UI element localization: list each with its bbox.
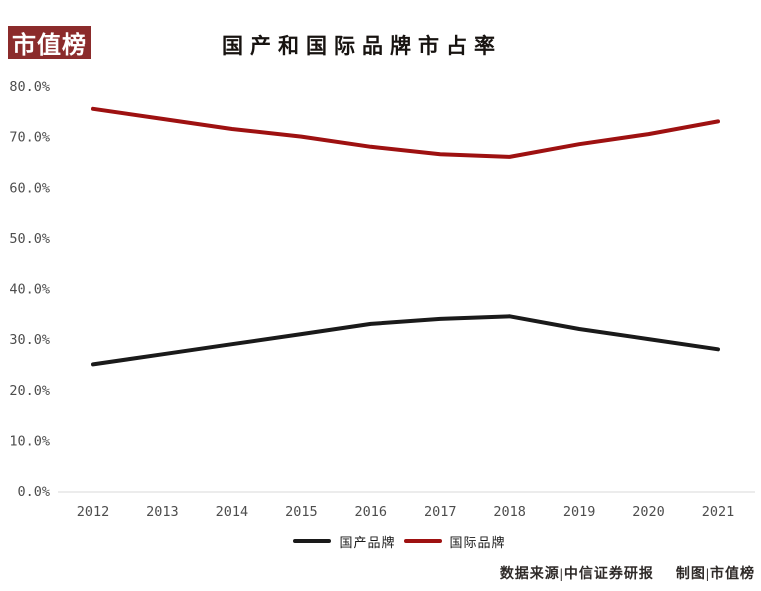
chart-legend: 国产品牌 国际品牌	[0, 531, 761, 551]
data-source-text: 数据来源|中信证券研报	[499, 567, 654, 582]
y-axis-tick-label: 30.0%	[9, 332, 50, 348]
line-chart-canvas: 0.0% 10.0% 20.0% 30.0% 40.0% 50.0% 60.0% 70.0% 8…	[9, 79, 755, 520]
y-axis-tick-label: 50.0%	[9, 231, 50, 247]
y-axis-tick-label: 80.0%	[9, 79, 50, 95]
chart-title: 国产和国际品牌市占率	[222, 34, 502, 58]
x-axis-tick-label: 2015	[285, 504, 318, 520]
x-axis-tick-label: 2018	[493, 504, 526, 520]
x-axis-tick-label: 2013	[146, 504, 179, 520]
domestic-line-swatch	[293, 539, 332, 543]
international-line-swatch	[403, 539, 442, 543]
x-axis-tick-label: 2019	[563, 504, 596, 520]
y-axis-tick-label: 10.0%	[9, 433, 50, 449]
y-axis-tick-label: 0.0%	[17, 484, 50, 500]
x-axis-tick-label: 2012	[77, 504, 110, 520]
x-axis-tick-label: 2021	[702, 504, 735, 520]
legend-label-international: 国际品牌	[449, 534, 506, 550]
x-axis-tick-label: 2014	[216, 504, 249, 520]
chart-footer: 数据来源|中信证券研报 制图|市值榜	[500, 563, 755, 583]
credit-text: 制图|市值榜	[675, 567, 755, 582]
legend-item-international: 国际品牌	[403, 532, 506, 551]
legend-item-domestic: 国产品牌	[293, 532, 395, 551]
x-axis-tick-label: 2016	[355, 504, 388, 520]
y-axis-tick-label: 20.0%	[9, 383, 50, 399]
domestic-brand-line	[91, 314, 720, 367]
x-axis-tick-label: 2020	[632, 504, 665, 520]
x-axis-tick-label: 2017	[424, 504, 457, 520]
y-axis-tick-label: 70.0%	[9, 130, 50, 146]
y-axis-tick-label: 60.0%	[9, 180, 50, 196]
international-brand-line	[91, 106, 720, 159]
y-axis-tick-label: 40.0%	[9, 282, 50, 298]
legend-label-domestic: 国产品牌	[339, 534, 396, 550]
shizhibang-logo: 市值榜	[8, 26, 91, 59]
